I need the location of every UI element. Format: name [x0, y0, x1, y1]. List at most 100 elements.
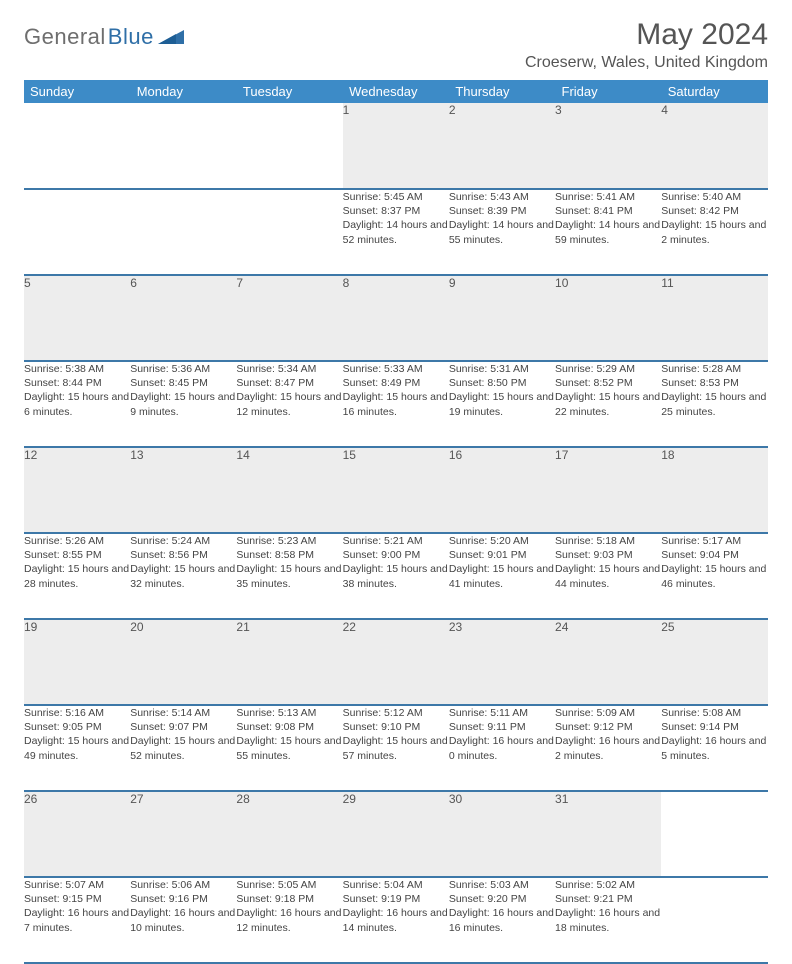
day-info-cell: Sunrise: 5:08 AMSunset: 9:14 PMDaylight:… — [661, 705, 767, 791]
sunrise-text: Sunrise: 5:17 AM — [661, 534, 767, 548]
brand-triangle-icon — [158, 26, 184, 49]
day-info-cell: Sunrise: 5:05 AMSunset: 9:18 PMDaylight:… — [236, 877, 342, 963]
day-info-cell: Sunrise: 5:29 AMSunset: 8:52 PMDaylight:… — [555, 361, 661, 447]
day-number-cell: 23 — [449, 619, 555, 705]
daylight-text: Daylight: 15 hours and 2 minutes. — [661, 218, 767, 246]
daylight-text: Daylight: 15 hours and 38 minutes. — [343, 562, 449, 590]
sunrise-text: Sunrise: 5:02 AM — [555, 878, 661, 892]
sunset-text: Sunset: 8:55 PM — [24, 548, 130, 562]
day-info-cell: Sunrise: 5:45 AMSunset: 8:37 PMDaylight:… — [343, 189, 449, 275]
day-info-cell: Sunrise: 5:11 AMSunset: 9:11 PMDaylight:… — [449, 705, 555, 791]
info-row: Sunrise: 5:16 AMSunset: 9:05 PMDaylight:… — [24, 705, 768, 791]
sunset-text: Sunset: 9:04 PM — [661, 548, 767, 562]
day-info-cell: Sunrise: 5:20 AMSunset: 9:01 PMDaylight:… — [449, 533, 555, 619]
sunset-text: Sunset: 8:52 PM — [555, 376, 661, 390]
daynum-row: 1234 — [24, 103, 768, 189]
daylight-text: Daylight: 16 hours and 18 minutes. — [555, 906, 661, 934]
day-number-cell: 14 — [236, 447, 342, 533]
calendar-body: 1234Sunrise: 5:45 AMSunset: 8:37 PMDayli… — [24, 103, 768, 963]
day-number-cell — [661, 791, 767, 877]
brand-logo: GeneralBlue — [24, 24, 184, 50]
sunrise-text: Sunrise: 5:29 AM — [555, 362, 661, 376]
weekday-header: Thursday — [449, 80, 555, 103]
day-info-cell: Sunrise: 5:02 AMSunset: 9:21 PMDaylight:… — [555, 877, 661, 963]
day-number-cell: 25 — [661, 619, 767, 705]
weekday-header: Sunday — [24, 80, 130, 103]
sunrise-text: Sunrise: 5:04 AM — [343, 878, 449, 892]
sunrise-text: Sunrise: 5:43 AM — [449, 190, 555, 204]
daylight-text: Daylight: 14 hours and 55 minutes. — [449, 218, 555, 246]
month-title: May 2024 — [525, 18, 768, 52]
sunset-text: Sunset: 9:12 PM — [555, 720, 661, 734]
weekday-header-row: Sunday Monday Tuesday Wednesday Thursday… — [24, 80, 768, 103]
sunset-text: Sunset: 8:50 PM — [449, 376, 555, 390]
sunset-text: Sunset: 9:00 PM — [343, 548, 449, 562]
day-number-cell: 5 — [24, 275, 130, 361]
daylight-text: Daylight: 15 hours and 35 minutes. — [236, 562, 342, 590]
day-number-cell: 16 — [449, 447, 555, 533]
sunset-text: Sunset: 9:07 PM — [130, 720, 236, 734]
daylight-text: Daylight: 16 hours and 16 minutes. — [449, 906, 555, 934]
brand-text-2: Blue — [108, 24, 154, 50]
title-block: May 2024 Croeserw, Wales, United Kingdom — [525, 18, 768, 72]
sunset-text: Sunset: 8:56 PM — [130, 548, 236, 562]
sunset-text: Sunset: 9:15 PM — [24, 892, 130, 906]
daylight-text: Daylight: 14 hours and 59 minutes. — [555, 218, 661, 246]
info-row: Sunrise: 5:26 AMSunset: 8:55 PMDaylight:… — [24, 533, 768, 619]
daylight-text: Daylight: 15 hours and 28 minutes. — [24, 562, 130, 590]
day-info-cell: Sunrise: 5:23 AMSunset: 8:58 PMDaylight:… — [236, 533, 342, 619]
day-number-cell — [24, 103, 130, 189]
sunset-text: Sunset: 9:05 PM — [24, 720, 130, 734]
header: GeneralBlue May 2024 Croeserw, Wales, Un… — [24, 18, 768, 72]
daylight-text: Daylight: 16 hours and 12 minutes. — [236, 906, 342, 934]
daylight-text: Daylight: 15 hours and 19 minutes. — [449, 390, 555, 418]
sunrise-text: Sunrise: 5:38 AM — [24, 362, 130, 376]
day-info-cell: Sunrise: 5:21 AMSunset: 9:00 PMDaylight:… — [343, 533, 449, 619]
daylight-text: Daylight: 15 hours and 32 minutes. — [130, 562, 236, 590]
sunrise-text: Sunrise: 5:13 AM — [236, 706, 342, 720]
daylight-text: Daylight: 15 hours and 44 minutes. — [555, 562, 661, 590]
day-number-cell: 27 — [130, 791, 236, 877]
info-row: Sunrise: 5:38 AMSunset: 8:44 PMDaylight:… — [24, 361, 768, 447]
sunset-text: Sunset: 9:11 PM — [449, 720, 555, 734]
calendar-page: GeneralBlue May 2024 Croeserw, Wales, Un… — [0, 0, 792, 964]
day-info-cell: Sunrise: 5:14 AMSunset: 9:07 PMDaylight:… — [130, 705, 236, 791]
sunset-text: Sunset: 8:49 PM — [343, 376, 449, 390]
day-number-cell — [236, 103, 342, 189]
weekday-header: Saturday — [661, 80, 767, 103]
day-info-cell: Sunrise: 5:04 AMSunset: 9:19 PMDaylight:… — [343, 877, 449, 963]
daylight-text: Daylight: 15 hours and 25 minutes. — [661, 390, 767, 418]
day-info-cell: Sunrise: 5:17 AMSunset: 9:04 PMDaylight:… — [661, 533, 767, 619]
sunrise-text: Sunrise: 5:40 AM — [661, 190, 767, 204]
sunset-text: Sunset: 9:19 PM — [343, 892, 449, 906]
sunrise-text: Sunrise: 5:45 AM — [343, 190, 449, 204]
sunrise-text: Sunrise: 5:23 AM — [236, 534, 342, 548]
daylight-text: Daylight: 15 hours and 9 minutes. — [130, 390, 236, 418]
sunset-text: Sunset: 8:42 PM — [661, 204, 767, 218]
day-info-cell: Sunrise: 5:13 AMSunset: 9:08 PMDaylight:… — [236, 705, 342, 791]
sunset-text: Sunset: 9:03 PM — [555, 548, 661, 562]
daylight-text: Daylight: 15 hours and 57 minutes. — [343, 734, 449, 762]
sunrise-text: Sunrise: 5:26 AM — [24, 534, 130, 548]
daylight-text: Daylight: 16 hours and 0 minutes. — [449, 734, 555, 762]
daylight-text: Daylight: 16 hours and 5 minutes. — [661, 734, 767, 762]
sunset-text: Sunset: 9:20 PM — [449, 892, 555, 906]
sunset-text: Sunset: 8:37 PM — [343, 204, 449, 218]
day-info-cell: Sunrise: 5:33 AMSunset: 8:49 PMDaylight:… — [343, 361, 449, 447]
day-info-cell: Sunrise: 5:34 AMSunset: 8:47 PMDaylight:… — [236, 361, 342, 447]
day-number-cell: 29 — [343, 791, 449, 877]
daynum-row: 567891011 — [24, 275, 768, 361]
daynum-row: 19202122232425 — [24, 619, 768, 705]
weekday-header: Monday — [130, 80, 236, 103]
day-number-cell — [130, 103, 236, 189]
sunset-text: Sunset: 8:41 PM — [555, 204, 661, 218]
day-info-cell: Sunrise: 5:40 AMSunset: 8:42 PMDaylight:… — [661, 189, 767, 275]
sunrise-text: Sunrise: 5:14 AM — [130, 706, 236, 720]
day-info-cell: Sunrise: 5:43 AMSunset: 8:39 PMDaylight:… — [449, 189, 555, 275]
day-number-cell: 28 — [236, 791, 342, 877]
sunrise-text: Sunrise: 5:21 AM — [343, 534, 449, 548]
day-info-cell: Sunrise: 5:36 AMSunset: 8:45 PMDaylight:… — [130, 361, 236, 447]
day-number-cell: 13 — [130, 447, 236, 533]
day-number-cell: 21 — [236, 619, 342, 705]
sunset-text: Sunset: 9:21 PM — [555, 892, 661, 906]
